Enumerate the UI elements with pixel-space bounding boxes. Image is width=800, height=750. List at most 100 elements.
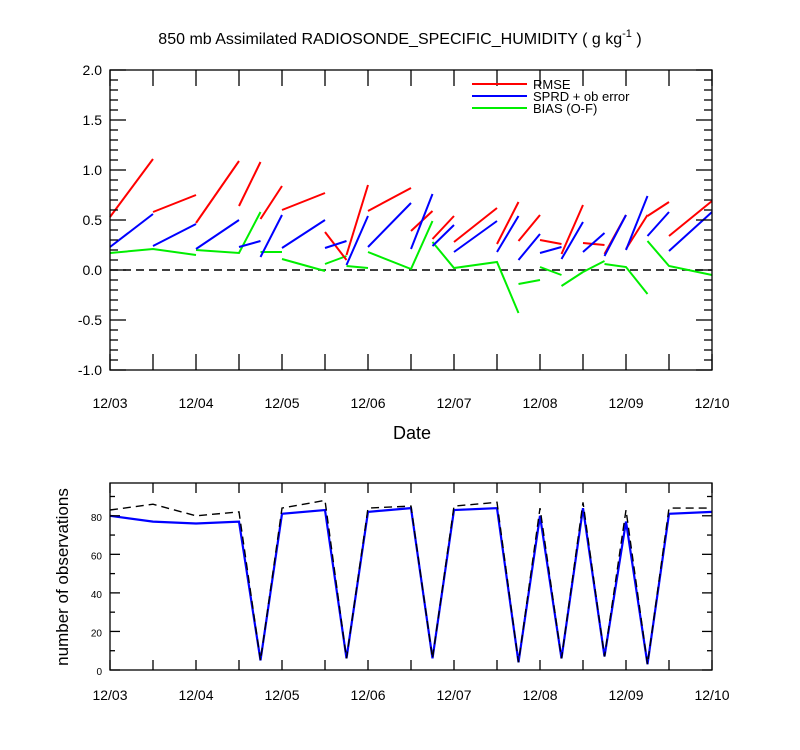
series-observations-possible bbox=[109, 499, 712, 665]
x-tick-label: 12/03 bbox=[92, 395, 127, 411]
series-sprd-ob-error-segment bbox=[582, 232, 606, 253]
legend-label: SPRD + ob error bbox=[533, 89, 630, 104]
series-sprd-ob-error-segment bbox=[603, 214, 627, 257]
series-bias-o-f-segment bbox=[324, 255, 347, 265]
series-rmse-segment bbox=[152, 194, 197, 213]
series-sprd-ob-error-segment bbox=[324, 240, 347, 249]
bottom-y-axis-label: number of observations bbox=[53, 488, 72, 666]
bottom-series-layer bbox=[109, 499, 713, 665]
series-sprd-ob-error-segment bbox=[539, 246, 562, 254]
series-sprd-ob-error-segment bbox=[517, 233, 541, 261]
series-bias-o-f-segment bbox=[582, 260, 605, 273]
y-tick-label: 20 bbox=[91, 628, 103, 639]
series-bias-o-f-segment bbox=[518, 279, 541, 285]
series-bias-o-f-segment bbox=[281, 258, 326, 272]
top-x-axis-label: Date bbox=[393, 423, 431, 443]
series-rmse-segment bbox=[345, 184, 369, 256]
series-sprd-ob-error-segment bbox=[560, 221, 584, 260]
x-tick-label: 12/04 bbox=[178, 687, 213, 703]
y-tick-label: 0.0 bbox=[83, 262, 103, 278]
series-bias-o-f-segment bbox=[604, 263, 649, 295]
x-tick-label: 12/06 bbox=[350, 395, 385, 411]
series-bias-o-f-segment bbox=[539, 266, 562, 276]
top-ticks bbox=[109, 69, 713, 371]
series-rmse-segment bbox=[582, 242, 605, 246]
top-chart-title: 850 mb Assimilated RADIOSONDE_SPECIFIC_H… bbox=[158, 28, 641, 48]
top-plot-frame bbox=[109, 69, 713, 371]
y-tick-label: 60 bbox=[91, 551, 103, 562]
top-y-tick-labels: -1.0 -0.5 0.0 0.5 1.0 1.5 2.0 bbox=[78, 62, 102, 378]
y-tick-label: 1.0 bbox=[83, 162, 103, 178]
top-series-layer bbox=[109, 158, 713, 314]
x-tick-label: 12/08 bbox=[522, 687, 557, 703]
series-rmse-segment bbox=[560, 204, 584, 255]
x-tick-label: 12/07 bbox=[436, 687, 471, 703]
series-sprd-ob-error-segment bbox=[367, 202, 412, 248]
top-chart: 850 mb Assimilated RADIOSONDE_SPECIFIC_H… bbox=[78, 28, 730, 443]
series-sprd-ob-error-segment bbox=[453, 220, 498, 253]
series-bias-o-f-segment bbox=[646, 240, 713, 276]
series-sprd-ob-error-segment bbox=[109, 213, 154, 248]
series-sprd-ob-error-segment bbox=[152, 223, 197, 247]
series-rmse-segment bbox=[668, 200, 713, 237]
series-bias-o-f-segment bbox=[367, 220, 434, 271]
y-tick-label: 0.5 bbox=[83, 212, 103, 228]
y-tick-label: 80 bbox=[91, 513, 103, 524]
x-tick-label: 12/04 bbox=[178, 395, 213, 411]
x-tick-label: 12/09 bbox=[608, 395, 643, 411]
series-rmse-segment bbox=[431, 215, 455, 240]
series-sprd-ob-error-segment bbox=[625, 195, 649, 251]
series-observations-used bbox=[109, 506, 713, 665]
bottom-y-tick-labels: 0 20 40 60 80 bbox=[91, 513, 103, 678]
series-bias-o-f-segment bbox=[431, 241, 520, 314]
series-sprd-ob-error-segment bbox=[668, 211, 713, 252]
series-sprd-ob-error-segment bbox=[410, 193, 434, 250]
y-tick-label: 1.5 bbox=[83, 112, 103, 128]
series-rmse-segment bbox=[646, 201, 670, 217]
x-tick-label: 12/06 bbox=[350, 687, 385, 703]
series-sprd-ob-error-segment bbox=[281, 219, 326, 249]
series-sprd-ob-error-segment bbox=[259, 214, 283, 258]
series-bias-o-f-segment bbox=[109, 247, 197, 256]
x-tick-label: 12/05 bbox=[264, 687, 299, 703]
series-rmse-segment bbox=[367, 187, 412, 212]
series-bias-o-f-segment bbox=[346, 265, 369, 269]
legend-label: RMSE bbox=[533, 77, 571, 92]
series-sprd-ob-error-segment bbox=[431, 224, 455, 247]
series-rmse-segment bbox=[195, 160, 240, 224]
series-rmse-segment bbox=[539, 239, 562, 245]
y-tick-label: 0 bbox=[96, 667, 102, 678]
series-sprd-ob-error-segment bbox=[496, 215, 520, 253]
bottom-chart: 0 20 40 60 80 12/03 12/04 12/05 12/06 12/07 12/08… bbox=[53, 482, 730, 703]
y-tick-label: -0.5 bbox=[78, 312, 102, 328]
series-rmse-segment bbox=[281, 192, 326, 211]
series-rmse-segment bbox=[324, 231, 348, 261]
series-sprd-ob-error-segment bbox=[646, 211, 670, 237]
series-bias-o-f-segment bbox=[195, 211, 262, 255]
bottom-x-tick-labels: 12/03 12/04 12/05 12/06 12/07 12/08 12/09 12/10 bbox=[92, 687, 729, 703]
y-tick-label: 2.0 bbox=[83, 62, 103, 78]
x-tick-label: 12/10 bbox=[694, 395, 729, 411]
x-tick-label: 12/07 bbox=[436, 395, 471, 411]
series-rmse-segment bbox=[496, 201, 520, 245]
legend-label: BIAS (O-F) bbox=[533, 101, 597, 116]
series-rmse-segment bbox=[453, 207, 498, 243]
series-rmse-segment bbox=[517, 214, 541, 242]
x-tick-label: 12/05 bbox=[264, 395, 299, 411]
series-sprd-ob-error-segment bbox=[195, 219, 240, 250]
top-x-tick-labels: 12/03 12/04 12/05 12/06 12/07 12/08 12/09 12/10 bbox=[92, 395, 729, 411]
y-tick-label: 40 bbox=[91, 590, 103, 601]
x-tick-label: 12/03 bbox=[92, 687, 127, 703]
y-tick-label: -1.0 bbox=[78, 362, 102, 378]
series-sprd-ob-error-segment bbox=[238, 240, 261, 248]
series-bias-o-f-segment bbox=[560, 271, 584, 287]
series-sprd-ob-error-segment bbox=[345, 215, 369, 266]
series-rmse-segment bbox=[109, 158, 154, 218]
series-rmse-segment bbox=[238, 161, 262, 207]
x-tick-label: 12/10 bbox=[694, 687, 729, 703]
x-tick-label: 12/09 bbox=[608, 687, 643, 703]
x-tick-label: 12/08 bbox=[522, 395, 557, 411]
series-rmse-segment bbox=[259, 185, 283, 220]
